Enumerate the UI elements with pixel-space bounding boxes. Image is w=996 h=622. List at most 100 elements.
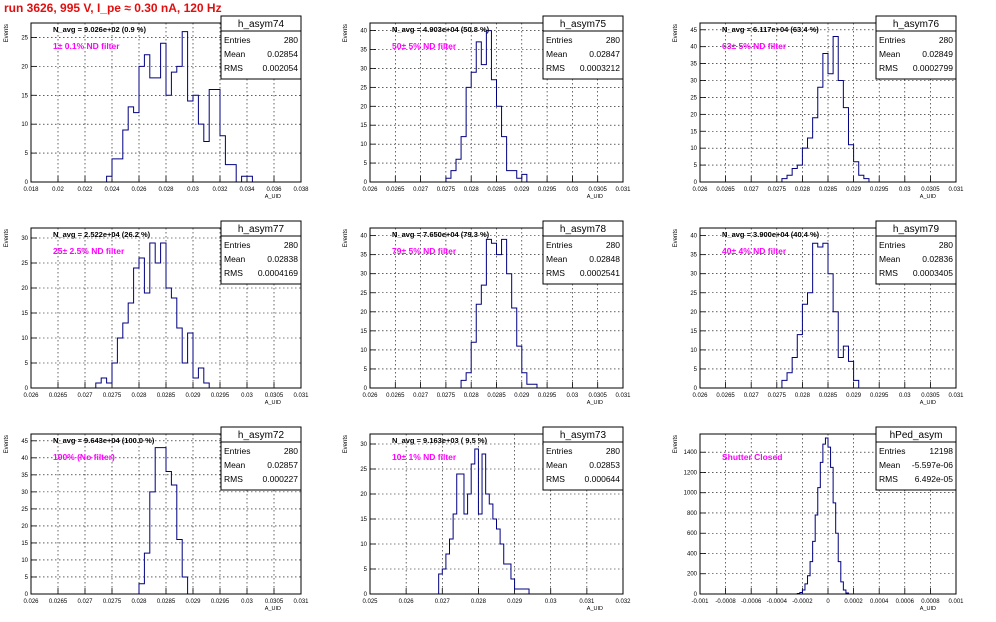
stats-label: RMS <box>879 474 898 484</box>
x-tick-label: 0.0265 <box>716 393 735 399</box>
x-tick-label: 0.028 <box>464 393 480 399</box>
y-tick-label: 0 <box>364 386 368 392</box>
stats-value: 0.02849 <box>922 49 953 59</box>
y-tick-label: 5 <box>364 161 368 167</box>
y-tick-label: 30 <box>690 272 697 278</box>
y-tick-label: 5 <box>694 163 698 169</box>
x-tick-label: 0.027 <box>77 599 93 605</box>
y-tick-label: 25 <box>360 85 367 91</box>
x-tick-label: 0.028 <box>464 187 480 193</box>
x-tick-label: 0.031 <box>579 599 595 605</box>
stats-label: Entries <box>224 240 250 250</box>
x-tick-label: 0.024 <box>104 187 120 193</box>
y-tick-label: 40 <box>360 29 367 35</box>
stats-label: Mean <box>224 254 246 264</box>
x-axis-label: A_UID <box>920 606 936 612</box>
x-tick-label: 0.0305 <box>265 599 284 605</box>
x-tick-label: 0.032 <box>615 599 631 605</box>
x-tick-label: 0.02 <box>52 187 64 193</box>
page-title: run 3626, 995 V, I_pe ≈ 0.30 nA, 120 Hz <box>4 1 222 15</box>
navg-annotation: N_avg = 6.117e+04 (63.4 %) <box>722 25 819 34</box>
x-tick-label: 0.025 <box>362 599 378 605</box>
y-tick-label: 10 <box>360 348 367 354</box>
x-tick-label: 0.0285 <box>819 393 838 399</box>
histogram-name: h_asym77 <box>238 224 285 235</box>
y-axis-label: Events <box>4 24 10 42</box>
histogram-panel: 0.026 0.0265 0.027 0.0275 0.028 0.0285 0.029 0.… <box>673 220 964 406</box>
stats-label: RMS <box>879 63 898 73</box>
filter-annotation: 1± 0.1% ND filter <box>53 41 120 51</box>
y-tick-label: 400 <box>687 551 698 557</box>
x-tick-label: 0.03 <box>545 599 557 605</box>
stats-label: Entries <box>879 240 905 250</box>
x-tick-label: 0.029 <box>185 599 201 605</box>
stats-box <box>220 426 302 491</box>
x-tick-label: 0.022 <box>77 187 93 193</box>
x-tick-label: 0.028 <box>158 187 174 193</box>
x-tick-label: 0.031 <box>615 187 631 193</box>
y-tick-label: 15 <box>21 541 28 547</box>
x-tick-label: 0.026 <box>23 599 39 605</box>
stats-value: 0.02838 <box>267 254 298 264</box>
x-tick-label: 0.0275 <box>768 393 787 399</box>
navg-annotation: N_avg = 9.163e+03 ( 9.5 %) <box>392 436 488 445</box>
y-tick-label: 25 <box>21 261 28 267</box>
stats-value: 0.002054 <box>263 63 299 73</box>
histogram-series <box>138 447 189 594</box>
y-axis-label: Events <box>4 435 10 453</box>
navg-annotation: N_avg = 9.643e+04 (100.0 %) <box>53 436 155 445</box>
x-tick-label: 0.027 <box>413 187 429 193</box>
x-tick-label: 0.03 <box>899 393 911 399</box>
x-tick-label: 0.0295 <box>538 393 557 399</box>
x-tick-label: 0.0295 <box>870 393 889 399</box>
stats-label: Entries <box>224 35 250 45</box>
stats-value: 0.02847 <box>589 49 620 59</box>
y-tick-label: 35 <box>690 253 697 259</box>
x-tick-label: 0.0295 <box>870 187 889 193</box>
stats-value: 0.0002541 <box>580 268 620 278</box>
histogram-panel: 0.026 0.0265 0.027 0.0275 0.028 0.0285 0.029 0.… <box>673 15 964 200</box>
y-tick-label: 5 <box>25 151 29 157</box>
y-tick-label: 25 <box>21 35 28 41</box>
x-tick-label: 0.0285 <box>157 599 176 605</box>
y-tick-label: 40 <box>690 45 697 51</box>
stats-value: -5.597e-06 <box>912 460 953 470</box>
x-tick-label: 0.0004 <box>870 599 889 605</box>
x-tick-label: 0.026 <box>692 393 708 399</box>
plot-frame <box>369 22 624 183</box>
x-tick-label: 0.0295 <box>211 599 230 605</box>
x-tick-label: 0.03 <box>187 187 199 193</box>
y-tick-label: 0 <box>364 180 368 186</box>
y-tick-label: 45 <box>690 28 697 34</box>
stats-box <box>875 15 957 80</box>
y-tick-label: 20 <box>360 310 367 316</box>
x-tick-label: 0.034 <box>239 187 255 193</box>
histogram-series <box>781 36 870 182</box>
histogram-panel: 0.026 0.0265 0.027 0.0275 0.028 0.0285 0.029 0.… <box>4 220 309 406</box>
x-tick-label: 0.026 <box>362 187 378 193</box>
y-tick-label: 0 <box>25 592 29 598</box>
histogram-name: h_asym76 <box>893 19 940 30</box>
y-tick-label: 30 <box>21 490 28 496</box>
x-tick-label: 0.03 <box>241 393 253 399</box>
stats-label: RMS <box>224 63 243 73</box>
y-tick-label: 45 <box>21 439 28 445</box>
y-tick-label: 30 <box>21 236 28 242</box>
histogram-series <box>106 31 253 183</box>
y-tick-label: 5 <box>25 361 29 367</box>
x-tick-label: 0.0285 <box>487 187 506 193</box>
x-tick-label: 0.0305 <box>265 393 284 399</box>
x-tick-label: 0.001 <box>948 599 964 605</box>
y-tick-label: 5 <box>364 567 368 573</box>
stats-label: Entries <box>546 240 572 250</box>
x-tick-label: 0.027 <box>435 599 451 605</box>
y-axis-label: Events <box>343 435 349 453</box>
y-tick-label: 10 <box>690 146 697 152</box>
y-tick-label: 20 <box>21 286 28 292</box>
stats-label: RMS <box>879 268 898 278</box>
plot-frame <box>369 433 624 595</box>
x-tick-label: 0.028 <box>795 393 811 399</box>
x-tick-label: 0.0305 <box>921 393 940 399</box>
stats-value: 280 <box>939 240 953 250</box>
stats-label: Mean <box>879 460 901 470</box>
